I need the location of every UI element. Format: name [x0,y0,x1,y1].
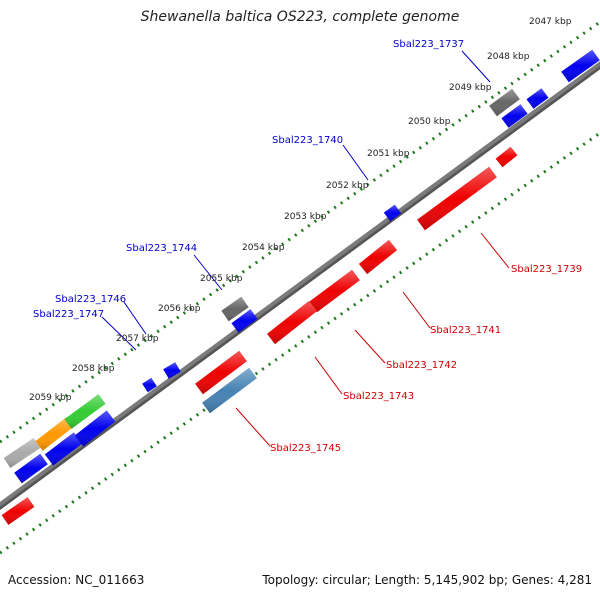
gene-feature-shading [14,453,48,484]
leader-line-reverse [354,329,386,364]
tick-label: 2051 kbp [367,149,410,159]
gene-feature-shading [1,497,35,525]
gene-feature-shading [142,377,157,393]
gene-feature-shading [3,438,41,468]
genome-summary: Topology: circular; Length: 5,145,902 bp… [262,573,592,587]
gene-label-forward: Sbal223_1746 [55,294,126,305]
gene-feature-shading [561,49,600,83]
gene-label-reverse: Sbal223_1742 [386,360,457,371]
tick-label: 2055 kbp [200,274,243,284]
gene-feature-shading [417,166,497,231]
tick-label: 2058 kbp [72,364,115,374]
tick-label: 2048 kbp [487,52,530,62]
tick-label: 2047 kbp [529,17,572,27]
leader-line-forward [123,301,147,335]
gene-feature-shading [309,269,360,313]
gene-feature-shading [221,296,249,322]
gene-feature-shading [35,417,74,451]
gene-feature-shading [383,204,402,222]
gene-label-reverse: Sbal223_1743 [343,391,414,402]
leader-line-reverse [235,407,271,447]
gene-feature-shading [74,410,116,447]
tick-label: 2050 kbp [408,117,451,127]
tick-label: 2056 kbp [158,304,201,314]
leader-line-reverse [402,291,431,329]
gene-feature-shading [501,104,528,128]
gene-feature-shading [495,146,518,168]
gene-feature-shading [195,350,247,395]
label-layer: 2047 kbp 2048 kbp 2049 kbp 2050 kbp 2051 kbp… [29,17,582,454]
tick-label: 2052 kbp [326,181,369,191]
gene-feature-shading [44,432,83,466]
lower-tick-track [0,131,600,555]
gene-feature-shading [163,362,181,379]
gene-label-reverse: Sbal223_1741 [430,325,501,336]
genome-title: Shewanella baltica OS223, complete genom… [140,9,460,25]
leader-line-reverse [480,232,510,269]
leader-line-forward [193,254,223,291]
tick-label: 2049 kbp [449,83,492,93]
leader-line-reverse [314,356,343,395]
leader-line-forward [342,144,369,181]
feature-layer [1,49,600,525]
gene-label-forward: Sbal223_1737 [393,39,464,50]
gene-feature-shading [202,367,257,414]
tick-label: 2054 kbp [242,243,285,253]
tick-label: 2059 kbp [29,393,72,403]
gene-label-forward: Sbal223_1747 [33,309,104,320]
gene-label-reverse: Sbal223_1745 [270,443,341,454]
gene-feature-shading [231,309,258,333]
gene-label-reverse: Sbal223_1739 [511,264,582,275]
gene-feature-shading [64,394,106,429]
tick-label: 2053 kbp [284,212,327,222]
leader-layer [101,50,510,447]
accession-label: Accession: NC_011663 [8,573,145,587]
gene-feature-shading [358,239,398,275]
gene-feature-shading [267,300,317,345]
gene-label-forward: Sbal223_1744 [126,243,197,254]
upper-tick-track [0,20,600,444]
tick-label: 2057 kbp [116,334,159,344]
leader-line-forward [461,50,491,83]
leader-line-forward [101,316,137,351]
gene-feature-shading [526,88,549,109]
gene-label-forward: Sbal223_1740 [272,135,343,146]
gene-feature-shading [489,88,520,117]
